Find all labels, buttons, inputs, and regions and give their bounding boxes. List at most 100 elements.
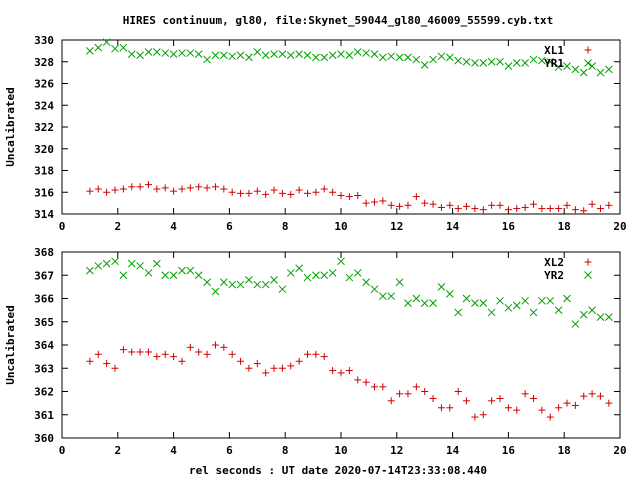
data-point [237,189,245,197]
data-point [203,55,211,64]
data-point [454,388,462,395]
data-point [370,50,379,58]
data-point [429,394,437,402]
data-point [304,350,312,358]
data-point [463,397,471,405]
data-point [479,411,487,419]
data-point [128,183,136,191]
data-point [580,392,588,400]
data-point [169,271,178,280]
data-point [153,48,161,56]
legend-marker [584,59,592,67]
data-point [588,62,596,70]
data-point [161,49,170,57]
data-point [588,200,596,208]
data-point [362,378,370,386]
legend-label: YR1 [544,57,564,70]
data-point [278,50,287,58]
data-point [596,313,605,321]
y-tick-label: 361 [34,409,54,422]
data-point [195,348,203,356]
data-point [211,287,220,296]
data-point [178,49,186,57]
data-point [295,357,303,365]
data-point [387,397,395,405]
data-point [261,280,270,289]
data-point [437,203,445,211]
data-point [546,205,554,213]
data-point [546,296,555,305]
data-point [102,38,111,47]
data-point [395,278,404,287]
data-point [496,201,504,209]
data-point [596,68,605,77]
data-point [504,206,512,214]
data-point [487,57,496,66]
y-tick-label: 366 [34,293,54,306]
y-tick-label: 328 [34,56,54,69]
data-point [328,51,337,60]
series-XL2 [86,341,613,421]
x-tick-label: 14 [446,444,460,457]
data-point [119,185,127,193]
data-point [387,52,396,61]
data-point [345,193,353,201]
data-point [521,58,529,67]
data-point [471,299,479,308]
x-tick-label: 20 [613,444,626,457]
data-point [169,50,178,58]
data-point [287,190,295,198]
x-tick-label: 10 [334,444,347,457]
data-point [563,62,571,70]
data-point [496,296,504,305]
y-tick-label: 363 [34,362,54,375]
data-point [538,406,546,414]
x-tick-label: 20 [613,220,626,233]
data-point [604,65,613,74]
data-point [370,198,378,206]
data-point [328,269,337,277]
data-point [119,346,127,354]
data-point [378,53,387,62]
data-point [337,192,345,200]
data-point [295,186,303,194]
x-tick-label: 18 [558,444,571,457]
data-point [596,205,604,213]
data-point [378,292,387,301]
data-point [144,181,152,189]
data-point [370,383,378,391]
data-point [596,392,604,400]
data-point [329,188,337,196]
data-point [513,406,521,414]
data-point [479,206,487,214]
data-point [354,192,362,200]
data-point [446,404,454,412]
data-point [186,266,195,275]
data-point [554,63,563,72]
data-point [178,266,186,275]
data-point [286,51,295,60]
data-point [496,57,504,66]
data-point [521,390,529,398]
data-point [488,201,496,209]
legend-label: XL2 [544,256,564,269]
legend-marker [584,271,592,279]
x-tick-label: 12 [390,220,403,233]
data-point [512,301,521,310]
data-point [203,278,211,287]
x-tick-label: 18 [558,220,571,233]
data-point [253,187,261,195]
data-point [420,299,429,308]
data-point [278,189,286,197]
legend-marker [584,258,592,266]
data-point [504,303,513,312]
data-point [513,205,521,213]
data-point [320,353,328,361]
data-point [571,320,580,328]
data-point [345,51,354,60]
data-point [487,308,496,317]
x-tick-label: 0 [59,220,66,233]
y-tick-label: 314 [34,208,54,221]
data-point [412,193,420,201]
data-point [437,283,446,291]
